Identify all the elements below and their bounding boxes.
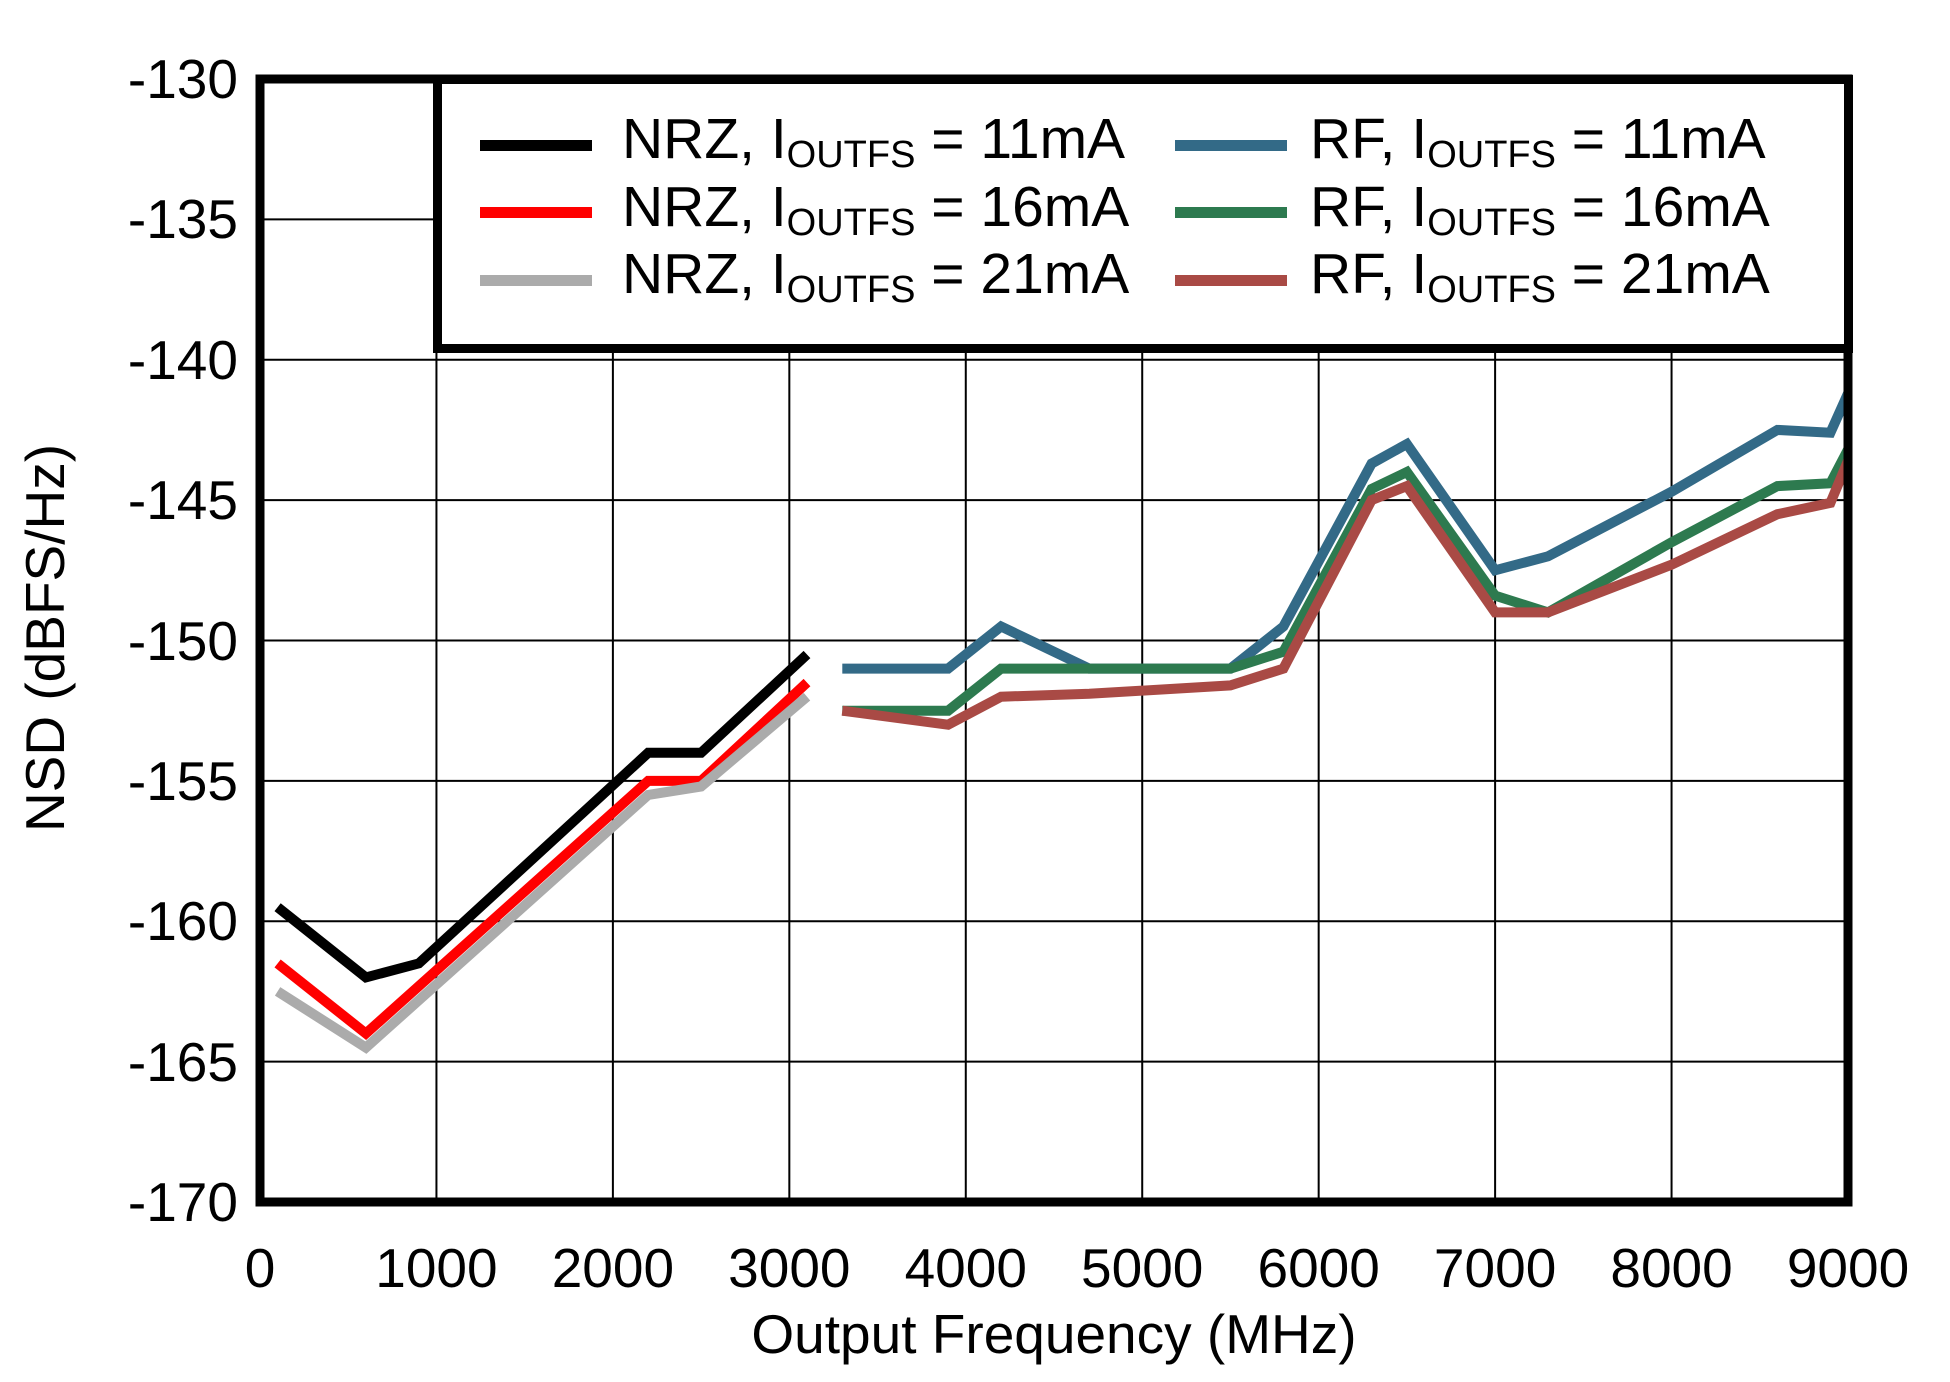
x-tick-label-6000: 6000 xyxy=(1257,1237,1380,1299)
x-tick-label-8000: 8000 xyxy=(1610,1237,1733,1299)
x-tick-label-5000: 5000 xyxy=(1081,1237,1204,1299)
y-tick-label--155: -155 xyxy=(127,749,238,812)
legend-label-rf-ioutfs-16ma: RF, IOUTFS = 16mA xyxy=(1310,174,1770,244)
series-line-nrz-ioutfs-21ma xyxy=(274,692,811,1054)
x-tick-label-9000: 9000 xyxy=(1786,1237,1910,1299)
legend-box xyxy=(432,74,1853,353)
y-tick-label--165: -165 xyxy=(127,1030,238,1093)
x-axis-title: Output Frequency (MHz) xyxy=(751,1303,1357,1365)
series-line-rf-ioutfs-11ma xyxy=(842,391,1853,674)
y-tick-label--170: -170 xyxy=(127,1170,238,1233)
series-line-nrz-ioutfs-16ma xyxy=(274,678,811,1041)
series-line-nrz-ioutfs-11ma xyxy=(274,650,811,983)
legend-swatch-rf-ioutfs-21ma xyxy=(1175,274,1287,286)
x-tick-label-7000: 7000 xyxy=(1433,1237,1557,1299)
legend-swatch-nrz-ioutfs-11ma xyxy=(480,139,592,151)
y-tick-label--135: -135 xyxy=(127,188,238,251)
legend-label-rf-ioutfs-21ma: RF, IOUTFS = 21mA xyxy=(1310,241,1770,311)
x-tick-label-1000: 1000 xyxy=(375,1237,498,1299)
legend-label-nrz-ioutfs-16ma: NRZ, IOUTFS = 16mA xyxy=(622,174,1130,244)
x-tick-label-4000: 4000 xyxy=(904,1237,1027,1299)
y-tick-label--130: -130 xyxy=(127,47,238,110)
x-tick-label-3000: 3000 xyxy=(728,1237,851,1299)
x-tick-label-2000: 2000 xyxy=(551,1237,675,1299)
y-tick-label--160: -160 xyxy=(127,890,238,952)
legend-swatch-rf-ioutfs-11ma xyxy=(1175,139,1287,151)
y-tick-label--140: -140 xyxy=(127,328,238,391)
legend-label-nrz-ioutfs-11ma: NRZ, IOUTFS = 11mA xyxy=(622,106,1126,176)
x-tick-label-0: 0 xyxy=(244,1237,276,1299)
series-line-rf-ioutfs-21ma xyxy=(841,458,1853,730)
series-line-rf-ioutfs-16ma xyxy=(842,447,1853,716)
y-tick-label--145: -145 xyxy=(127,468,238,531)
legend-label-nrz-ioutfs-21ma: NRZ, IOUTFS = 21mA xyxy=(622,241,1130,311)
y-tick-label--150: -150 xyxy=(127,609,238,672)
legend-label-rf-ioutfs-11ma: RF, IOUTFS = 11mA xyxy=(1310,106,1766,176)
legend-swatch-rf-ioutfs-16ma xyxy=(1175,207,1287,218)
legend-swatch-nrz-ioutfs-21ma xyxy=(480,274,592,286)
legend-swatch-nrz-ioutfs-16ma xyxy=(480,207,592,218)
